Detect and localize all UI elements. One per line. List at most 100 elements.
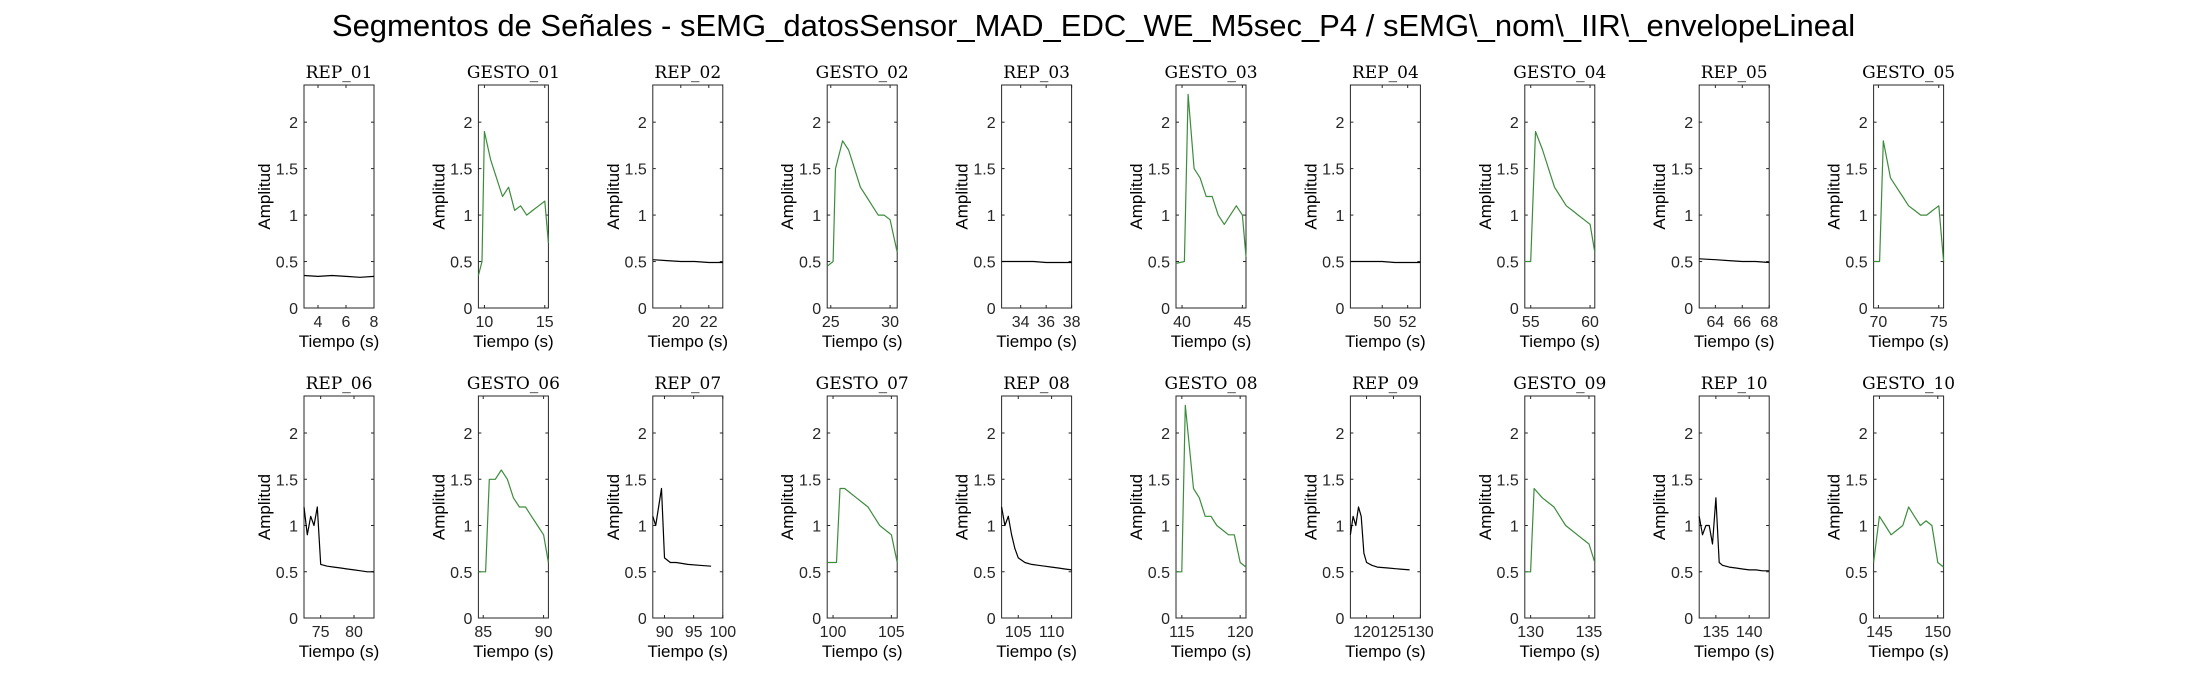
subplot-8-title: GESTO_04 — [1513, 63, 1606, 83]
subplot-16-xtick-label-0: 115 — [1169, 624, 1195, 641]
subplot-13-xtick-label-1: 95 — [685, 624, 703, 641]
subplot-6-ytick-label-2: 1 — [1161, 208, 1170, 225]
subplot-19-ytick-label-4: 2 — [1684, 426, 1693, 443]
subplot-17-ytick-label-3: 1.5 — [1322, 472, 1344, 489]
subplot-2-ytick-label-2: 1 — [463, 208, 472, 225]
subplot-4-title: GESTO_02 — [816, 63, 909, 83]
subplot-16-ytick-label-2: 1 — [1161, 519, 1170, 536]
subplot-18-ytick-label-4: 2 — [1510, 426, 1519, 443]
subplot-18-axes-box — [1524, 395, 1596, 619]
subplot-12-ytick-label-2: 1 — [463, 519, 472, 536]
subplot-19-ylabel: Amplitud — [1650, 474, 1669, 540]
subplot-16-title: GESTO_08 — [1164, 374, 1257, 394]
subplot-16-ytick-label-1: 0.5 — [1148, 565, 1170, 582]
subplot-4: 0 0.5 1 1.5 2 25 30 GESTO_02 Tiempo (s) Amplitud — [778, 63, 909, 351]
subplot-5-xlabel: Tiempo (s) — [996, 332, 1077, 351]
subplot-16: 0 0.5 1 1.5 2 115 120 GESTO_08 Tiempo (s) Amplitu… — [1127, 374, 1258, 661]
subplot-3-series-line — [652, 259, 723, 264]
subplot-13-ytick-label-2: 1 — [638, 519, 647, 536]
subplot-3-ytick-label-4: 2 — [638, 115, 647, 132]
subplot-20-ytick-label-2: 1 — [1859, 519, 1868, 536]
subplot-17-xtick-label-2: 130 — [1407, 624, 1434, 641]
subplot-1-ytick-label-2: 1 — [289, 208, 298, 225]
subplot-4-ytick-label-2: 1 — [812, 208, 821, 225]
subplot-1-ytick-label-4: 2 — [289, 115, 298, 132]
subplot-8-ytick-label-1: 0.5 — [1497, 255, 1519, 272]
subplot-10-series-line — [1873, 140, 1945, 263]
subplot-16-xlabel: Tiempo (s) — [1171, 642, 1252, 661]
subplot-10-axes-box — [1873, 84, 1945, 309]
subplot-1-axes-box — [303, 84, 375, 309]
subplot-20-ytick-label-0: 0 — [1859, 611, 1868, 628]
subplot-15-ytick-label-1: 0.5 — [973, 565, 995, 582]
subplot-20-series-line — [1873, 506, 1944, 568]
subplot-5-ytick-label-2: 1 — [987, 208, 996, 225]
subplot-14-ytick-label-1: 0.5 — [799, 565, 821, 582]
subplot-4-ytick-label-0: 0 — [812, 301, 821, 318]
subplot-19-xtick-label-0: 135 — [1703, 624, 1730, 641]
subplot-20-ytick-label-4: 2 — [1859, 426, 1868, 443]
subplot-17-xtick-label-0: 120 — [1353, 624, 1380, 641]
subplot-8-xtick-label-1: 60 — [1581, 314, 1599, 331]
subplot-12-xtick-label-1: 90 — [535, 624, 553, 641]
subplot-8-ytick-label-0: 0 — [1510, 301, 1519, 318]
subplot-1-xtick-label-2: 8 — [370, 314, 379, 331]
subplot-7-xtick-label-1: 52 — [1399, 314, 1417, 331]
subplot-18-ytick-label-1: 0.5 — [1497, 565, 1519, 582]
subplot-7-xlabel: Tiempo (s) — [1345, 332, 1426, 351]
subplot-10-ytick-label-4: 2 — [1859, 115, 1868, 132]
subplot-8-ytick-label-4: 2 — [1510, 115, 1519, 132]
subplot-15-xlabel: Tiempo (s) — [996, 642, 1077, 661]
subplot-15-xtick-label-0: 105 — [1005, 624, 1032, 641]
subplot-7: 0 0.5 1 1.5 2 50 52 REP_04 Tiempo (s) Amplitud — [1301, 63, 1425, 351]
subplot-8-ylabel: Amplitud — [1476, 163, 1495, 229]
subplot-18-title: GESTO_09 — [1513, 374, 1606, 394]
subplot-15-xtick-label-1: 110 — [1039, 624, 1065, 641]
subplot-17-xlabel: Tiempo (s) — [1345, 642, 1426, 661]
subplot-4-xtick-label-0: 25 — [822, 314, 840, 331]
subplot-13-ytick-label-0: 0 — [638, 611, 647, 628]
subplot-13-ytick-label-4: 2 — [638, 426, 647, 443]
subplot-10-ytick-label-3: 1.5 — [1845, 162, 1867, 179]
subplot-14-ytick-label-3: 1.5 — [799, 472, 821, 489]
subplot-14-ytick-label-4: 2 — [812, 426, 821, 443]
subplot-7-ytick-label-0: 0 — [1335, 301, 1344, 318]
subplot-11-ytick-label-0: 0 — [289, 611, 298, 628]
subplot-17-xtick-label-1: 125 — [1380, 624, 1407, 641]
subplot-12-ytick-label-0: 0 — [463, 611, 472, 628]
subplot-13: 0 0.5 1 1.5 2 90 95 100 REP_07 Tiempo (s) Amplitud — [604, 374, 736, 661]
subplot-1-ytick-label-0: 0 — [289, 301, 298, 318]
subplot-5-ytick-label-1: 0.5 — [973, 255, 995, 272]
subplot-13-ylabel: Amplitud — [604, 474, 623, 540]
subplot-5: 0 0.5 1 1.5 2 34 36 38 REP_03 Tiempo (s) Amplitud — [953, 63, 1081, 351]
subplot-7-ytick-label-4: 2 — [1335, 115, 1344, 132]
subplot-2-ylabel: Amplitud — [429, 163, 448, 229]
subplot-6-ylabel: Amplitud — [1127, 163, 1146, 229]
subplot-2-axes-box — [477, 84, 549, 309]
subplot-18-series-line — [1524, 487, 1596, 573]
subplot-15-ylabel: Amplitud — [953, 474, 972, 540]
subplot-9-ytick-label-0: 0 — [1684, 301, 1693, 318]
subplot-17-ylabel: Amplitud — [1301, 474, 1320, 540]
subplot-3-xtick-label-0: 20 — [672, 314, 690, 331]
subplot-11-ytick-label-2: 1 — [289, 519, 298, 536]
subplot-12-series-line — [478, 469, 549, 573]
subplot-3-xtick-label-1: 22 — [700, 314, 718, 331]
subplot-20-ylabel: Amplitud — [1825, 474, 1844, 540]
subplot-2-ytick-label-4: 2 — [463, 115, 472, 132]
subplot-12-ytick-label-3: 1.5 — [450, 472, 472, 489]
subplot-10-ytick-label-1: 0.5 — [1845, 255, 1867, 272]
subplot-11-ytick-label-3: 1.5 — [276, 472, 298, 489]
subplot-19-ytick-label-1: 0.5 — [1671, 565, 1693, 582]
subplot-5-series-line — [1001, 260, 1072, 264]
subplot-17-ytick-label-1: 0.5 — [1322, 565, 1344, 582]
subplot-19-ytick-label-3: 1.5 — [1671, 472, 1693, 489]
subplot-2-ytick-label-1: 0.5 — [450, 255, 472, 272]
subplot-16-ytick-label-3: 1.5 — [1148, 472, 1170, 489]
subplot-15-ytick-label-2: 1 — [987, 519, 996, 536]
subplot-9: 0 0.5 1 1.5 2 64 66 68 REP_05 Tiempo (s) Amplitud — [1650, 63, 1778, 351]
subplot-4-series-line — [826, 140, 898, 267]
subplot-2: 0 0.5 1 1.5 2 10 15 GESTO_01 Tiempo (s) Amplitud — [429, 63, 560, 351]
subplot-6-ytick-label-3: 1.5 — [1148, 162, 1170, 179]
subplot-16-ylabel: Amplitud — [1127, 474, 1146, 540]
